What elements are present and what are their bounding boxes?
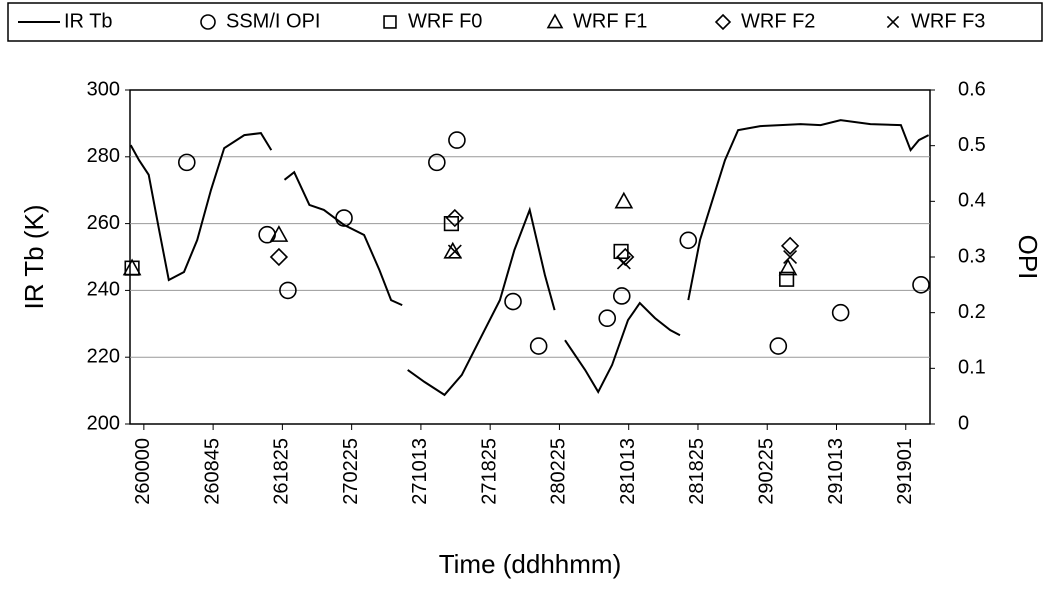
legend-symbol xyxy=(383,15,397,29)
point-diamond xyxy=(616,247,635,267)
point-circle xyxy=(831,303,850,322)
point-diamond xyxy=(445,208,464,228)
legend-label: WRF F2 xyxy=(741,10,815,32)
point-circle xyxy=(279,281,297,300)
legend-label: WRF F3 xyxy=(911,10,985,32)
x-tick-label: 291901 xyxy=(894,438,916,505)
ir-tb-line xyxy=(129,119,930,397)
y-tick-label: 280 xyxy=(87,145,120,167)
x-tick-label: 281013 xyxy=(617,438,639,505)
point-circle xyxy=(769,337,788,355)
legend-label: IR Tb xyxy=(64,10,113,32)
y-tick-label: 220 xyxy=(87,345,120,367)
y2-tick-label: 0.2 xyxy=(958,301,986,323)
x-tick-label: 260000 xyxy=(132,438,154,505)
point-circle xyxy=(612,287,631,305)
y-tick-label: 260 xyxy=(87,212,120,234)
y-tick-label: 240 xyxy=(87,279,120,301)
point-circle xyxy=(428,153,446,172)
point-diamond xyxy=(269,247,289,267)
point-triangle xyxy=(269,225,289,242)
point-cross xyxy=(783,250,798,264)
point-square xyxy=(613,243,629,260)
legend-symbol xyxy=(546,13,564,29)
x-tick-label: 281825 xyxy=(686,438,708,505)
point-circle xyxy=(529,337,548,355)
y2-axis-label: OPI xyxy=(1013,235,1043,280)
y-tick-label: 300 xyxy=(87,78,120,100)
point-circle xyxy=(679,231,698,250)
legend-symbol xyxy=(714,13,732,31)
legend-symbol xyxy=(200,14,216,30)
point-circle xyxy=(177,153,196,172)
x-tick-label: 280225 xyxy=(548,438,570,505)
y2-tick-label: 0.3 xyxy=(958,245,986,267)
y2-tick-label: 0.4 xyxy=(958,190,986,212)
point-cross xyxy=(616,255,631,270)
legend-label: WRF F0 xyxy=(408,10,482,32)
point-square xyxy=(779,271,795,287)
y2-tick-label: 0.1 xyxy=(958,357,986,379)
point-circle xyxy=(912,276,930,294)
x-tick-label: 261825 xyxy=(271,438,293,505)
legend-box xyxy=(7,2,1043,42)
legend-label: SSM/I OPI xyxy=(226,10,320,32)
y2-tick-label: 0.6 xyxy=(958,78,986,100)
point-diamond xyxy=(780,236,800,255)
point-triangle xyxy=(778,258,798,276)
point-circle xyxy=(598,309,617,328)
point-circle xyxy=(504,292,522,311)
point-circle xyxy=(448,131,466,149)
x-tick-label: 291013 xyxy=(825,438,847,505)
y2-tick-label: 0.5 xyxy=(958,134,986,156)
x-tick-label: 290225 xyxy=(756,438,778,505)
y-axis-label: IR Tb (K) xyxy=(19,205,49,310)
legend-label: WRF F1 xyxy=(573,10,647,32)
point-triangle xyxy=(122,258,142,276)
y-tick-label: 200 xyxy=(87,412,120,434)
plot-frame xyxy=(129,89,931,425)
y2-tick-label: 0 xyxy=(958,412,969,434)
legend-symbol xyxy=(886,15,900,29)
x-tick-label: 270225 xyxy=(340,438,362,505)
point-circle xyxy=(335,209,353,227)
x-tick-label: 260845 xyxy=(201,438,223,505)
point-triangle xyxy=(614,191,634,209)
x-tick-label: 271013 xyxy=(409,438,431,505)
point-cross xyxy=(447,244,462,259)
x-tick-label: 271825 xyxy=(478,438,500,505)
x-axis-label: Time (ddhhmm) xyxy=(439,549,622,579)
